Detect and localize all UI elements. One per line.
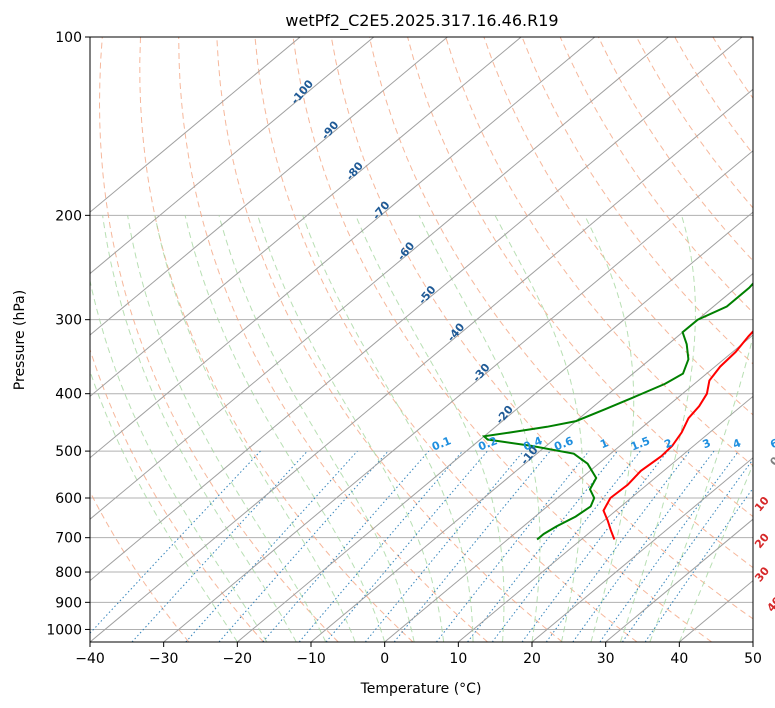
isotherm [90, 37, 743, 582]
isotherm [90, 88, 753, 642]
mixing-ratio-label: 2 [662, 436, 674, 451]
moist-adiabat [90, 369, 238, 642]
data-series [481, 282, 753, 541]
plot-frame [89, 36, 754, 643]
dry-adiabat [216, 37, 563, 642]
dry-adiabat [178, 37, 488, 642]
series-temperature [602, 330, 753, 540]
y-axis-label: Pressure (hPa) [12, 290, 28, 390]
moist-adiabat [102, 215, 297, 642]
mixing-ratio-line [436, 450, 590, 642]
moist-adiabat [355, 215, 505, 642]
y-tick-label: 500 [55, 444, 82, 460]
mixing-ratio-line [325, 450, 488, 642]
isotherm [163, 150, 753, 642]
isotherm [752, 641, 753, 642]
isotherm [458, 395, 753, 642]
mixing-ratio-label: 3 [701, 436, 713, 451]
isotherm [237, 211, 753, 642]
y-tick-label: 900 [55, 595, 82, 611]
moist-adiabat [494, 215, 584, 642]
mixing-ratio-line [644, 487, 753, 642]
x-tick-label: 30 [597, 651, 615, 667]
dry-adiabat [90, 490, 190, 642]
moist-adiabat [218, 215, 415, 642]
x-tick-label: 40 [670, 651, 688, 667]
mixing-ratio-line [185, 450, 358, 642]
mixing-ratio-line [218, 450, 389, 642]
moist-adiabat-label: 30 [752, 564, 772, 584]
isotherm [90, 37, 448, 336]
moist-adiabat [584, 215, 635, 642]
isotherm [90, 37, 375, 275]
moist-adiabat [154, 215, 356, 642]
mixing-ratio-line [621, 458, 753, 642]
y-tick-label: 800 [55, 565, 82, 581]
mixing-ratio-line [364, 450, 524, 642]
background-lines [90, 37, 753, 642]
y-tick-label: 700 [55, 531, 82, 547]
series-dewpoint [481, 282, 753, 541]
moist-adiabat [649, 334, 753, 642]
moist-adiabat [127, 215, 327, 642]
x-tick-label: 50 [744, 651, 762, 667]
moist-adiabat [90, 278, 268, 642]
isotherm [531, 457, 753, 642]
y-tick-label: 200 [55, 208, 82, 224]
y-tick-label: 600 [55, 491, 82, 507]
mixing-ratio-line [393, 450, 551, 642]
mixing-ratio-line [545, 450, 691, 642]
isotherm [384, 334, 753, 642]
axis-ticks: −40 −30 −20 −10 0 10 20 30 40 50 100 200 300 400 500 60… [46, 30, 762, 667]
plot-background [90, 37, 753, 642]
x-tick-label: −20 [223, 651, 253, 667]
dry-adiabat [483, 37, 753, 416]
x-tick-label: 20 [523, 651, 541, 667]
moist-adiabat-label: 10 [752, 494, 772, 514]
dry-adiabat [750, 37, 753, 41]
y-tick-label: 1000 [46, 622, 82, 638]
isotherm [605, 518, 753, 642]
mixing-ratio-line [572, 450, 715, 642]
moist-adiabat [302, 215, 474, 642]
mixing-ratio-line [90, 450, 261, 634]
isotherm [90, 37, 596, 459]
x-tick-label: −40 [75, 651, 105, 667]
x-tick-label: −30 [149, 651, 179, 667]
y-tick-label: 300 [55, 313, 82, 329]
moist-adiabat-label: 20 [752, 531, 772, 551]
isotherm [90, 37, 669, 520]
dry-adiabat [90, 347, 264, 642]
x-tick-label: 10 [449, 651, 467, 667]
dry-adiabat [368, 37, 753, 569]
dry-adiabat [98, 37, 339, 642]
dry-adiabat [330, 37, 753, 620]
dry-adiabat [445, 37, 753, 467]
isotherm [90, 37, 301, 213]
x-tick-label: −10 [296, 651, 326, 667]
chart-title: wetPf2_C2E5.2025.317.16.46.R19 [285, 11, 558, 31]
dry-adiabat [254, 37, 638, 642]
moist-adiabat-label: 0 [767, 454, 775, 468]
x-axis-label: Temperature (°C) [360, 681, 482, 697]
isotherm [310, 272, 753, 642]
moist-adiabat [418, 215, 541, 642]
y-tick-label: 100 [55, 30, 82, 46]
moist-adiabat-label: 40 [764, 594, 775, 614]
mixing-ratio-label: 6 [768, 436, 775, 451]
isotherm [90, 37, 522, 398]
mixing-ratio-label: 1 [598, 436, 610, 451]
mixing-ratio-line [599, 450, 740, 642]
mixing-ratio-line [521, 450, 668, 642]
moist-adiabat [678, 463, 753, 642]
x-tick-label: 0 [380, 651, 389, 667]
y-tick-label: 400 [55, 387, 82, 403]
